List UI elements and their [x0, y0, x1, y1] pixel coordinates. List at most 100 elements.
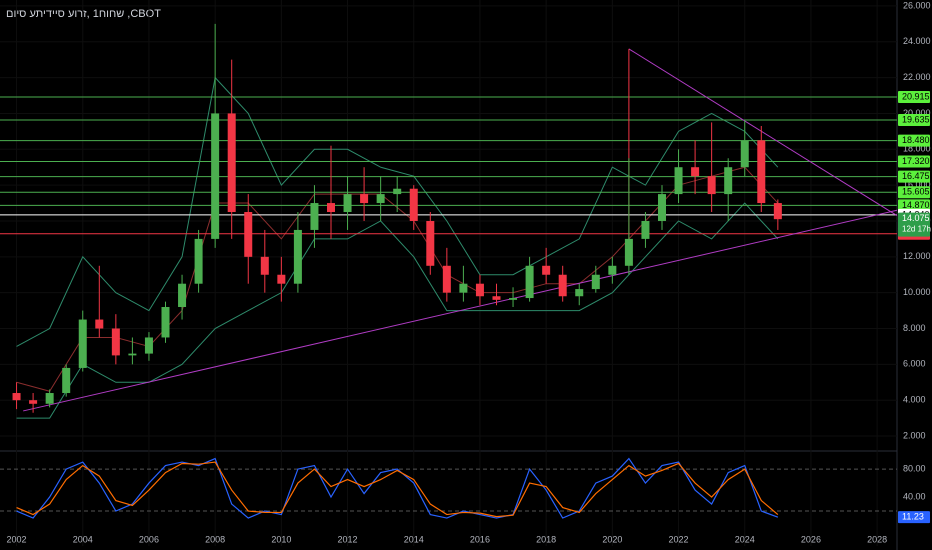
x-tick-label: 2016	[470, 534, 490, 544]
x-tick-label: 2022	[669, 534, 689, 544]
last-price: 14.075	[902, 213, 930, 223]
candle-body	[542, 265, 551, 275]
candle-body	[260, 256, 269, 275]
candle-body	[657, 194, 666, 221]
x-tick-label: 2024	[735, 534, 755, 544]
level-label: 16.475	[902, 171, 930, 181]
x-tick-label: 2028	[867, 534, 887, 544]
candle-body	[376, 194, 385, 204]
candle-body	[459, 283, 468, 293]
y-tick-label: 18.000	[903, 144, 931, 154]
candle-body	[691, 167, 700, 177]
level-label-box	[898, 91, 930, 104]
candle-body	[475, 283, 484, 297]
candle-body	[740, 140, 749, 168]
y-tick-label: 2.000	[903, 430, 926, 440]
level-label: 14.870	[902, 200, 930, 210]
last-price-box	[898, 212, 930, 237]
candle-body	[409, 188, 418, 221]
candle-body	[310, 203, 319, 230]
candle-body	[509, 298, 518, 300]
candle-body	[244, 212, 253, 257]
x-tick-label: 2012	[338, 534, 358, 544]
osc-line	[16, 461, 779, 518]
candle-body	[426, 220, 435, 266]
level-label: 17.320	[902, 156, 930, 166]
level-label-box	[898, 186, 930, 199]
osc-tick-label: 40.00	[903, 491, 926, 501]
candle-body	[492, 296, 501, 300]
trend-line	[628, 48, 898, 217]
candle-body	[178, 283, 187, 308]
candle-body	[608, 265, 617, 275]
candle-body	[575, 289, 584, 297]
band-line	[16, 202, 779, 419]
candle-body	[277, 274, 286, 284]
candle-body	[393, 188, 402, 195]
candle-body	[525, 265, 534, 299]
candle-body	[227, 113, 236, 213]
y-tick-label: 24.000	[903, 36, 931, 46]
y-tick-label: 22.000	[903, 72, 931, 82]
candle-body	[442, 265, 451, 293]
candle-body	[591, 274, 600, 290]
y-tick-label: 12.000	[903, 251, 931, 261]
candle-body	[95, 319, 104, 329]
candle-body	[293, 229, 302, 284]
level-label-box	[898, 199, 930, 212]
y-tick-label: 10.000	[903, 287, 931, 297]
chart-title: שחוח1 ,זרוע סיידיתע סיום ,CBOT	[6, 8, 161, 20]
candle-body	[360, 194, 369, 204]
level-label: 20.915	[902, 91, 930, 101]
candle-body	[111, 328, 120, 356]
candle-body	[45, 393, 54, 404]
candle-body	[624, 238, 633, 266]
level-label: 18.480	[902, 135, 930, 145]
level-label-box	[898, 155, 930, 168]
y-tick-label: 26.000	[903, 0, 931, 10]
osc-tick-label: 80.00	[903, 463, 926, 473]
x-tick-label: 2006	[139, 534, 159, 544]
x-tick-label: 2002	[7, 534, 27, 544]
candle-body	[343, 194, 352, 213]
candle-body	[211, 113, 220, 239]
y-tick-label: 6.000	[903, 359, 926, 369]
x-tick-label: 2020	[602, 534, 622, 544]
candle-body	[674, 167, 683, 195]
y-tick-label: 16.000	[903, 180, 931, 190]
y-tick-label: 4.000	[903, 395, 926, 405]
x-tick-label: 2008	[205, 534, 225, 544]
candle-body	[161, 307, 170, 338]
candle-body	[757, 140, 766, 204]
y-tick-label: 20.000	[903, 108, 931, 118]
x-tick-label: 2014	[404, 534, 424, 544]
candle-body	[12, 393, 21, 401]
level-label: 15.605	[902, 187, 930, 197]
candle-body	[62, 367, 71, 394]
countdown: 12d 17h	[902, 225, 931, 234]
level-label: 19.635	[902, 114, 930, 124]
candle-body	[194, 238, 203, 284]
level-label-box	[898, 134, 930, 147]
trend-line	[23, 209, 898, 412]
candle-body	[641, 220, 650, 239]
x-tick-label: 2026	[801, 534, 821, 544]
x-tick-label: 2018	[536, 534, 556, 544]
level-label-box	[898, 170, 930, 183]
candle-body	[558, 274, 567, 297]
osc-last-box	[898, 511, 930, 524]
y-tick-label: 8.000	[903, 323, 926, 333]
osc-last: 11.23	[902, 512, 924, 522]
osc-line	[16, 457, 779, 519]
candle-body	[144, 337, 153, 354]
candle-body	[78, 319, 87, 368]
x-tick-label: 2004	[73, 534, 93, 544]
x-tick-label: 2010	[271, 534, 291, 544]
candle-body	[707, 176, 716, 195]
candle-body	[29, 400, 38, 404]
candle-body	[128, 353, 137, 356]
level-label-box	[898, 113, 930, 126]
candle-body	[326, 203, 335, 213]
